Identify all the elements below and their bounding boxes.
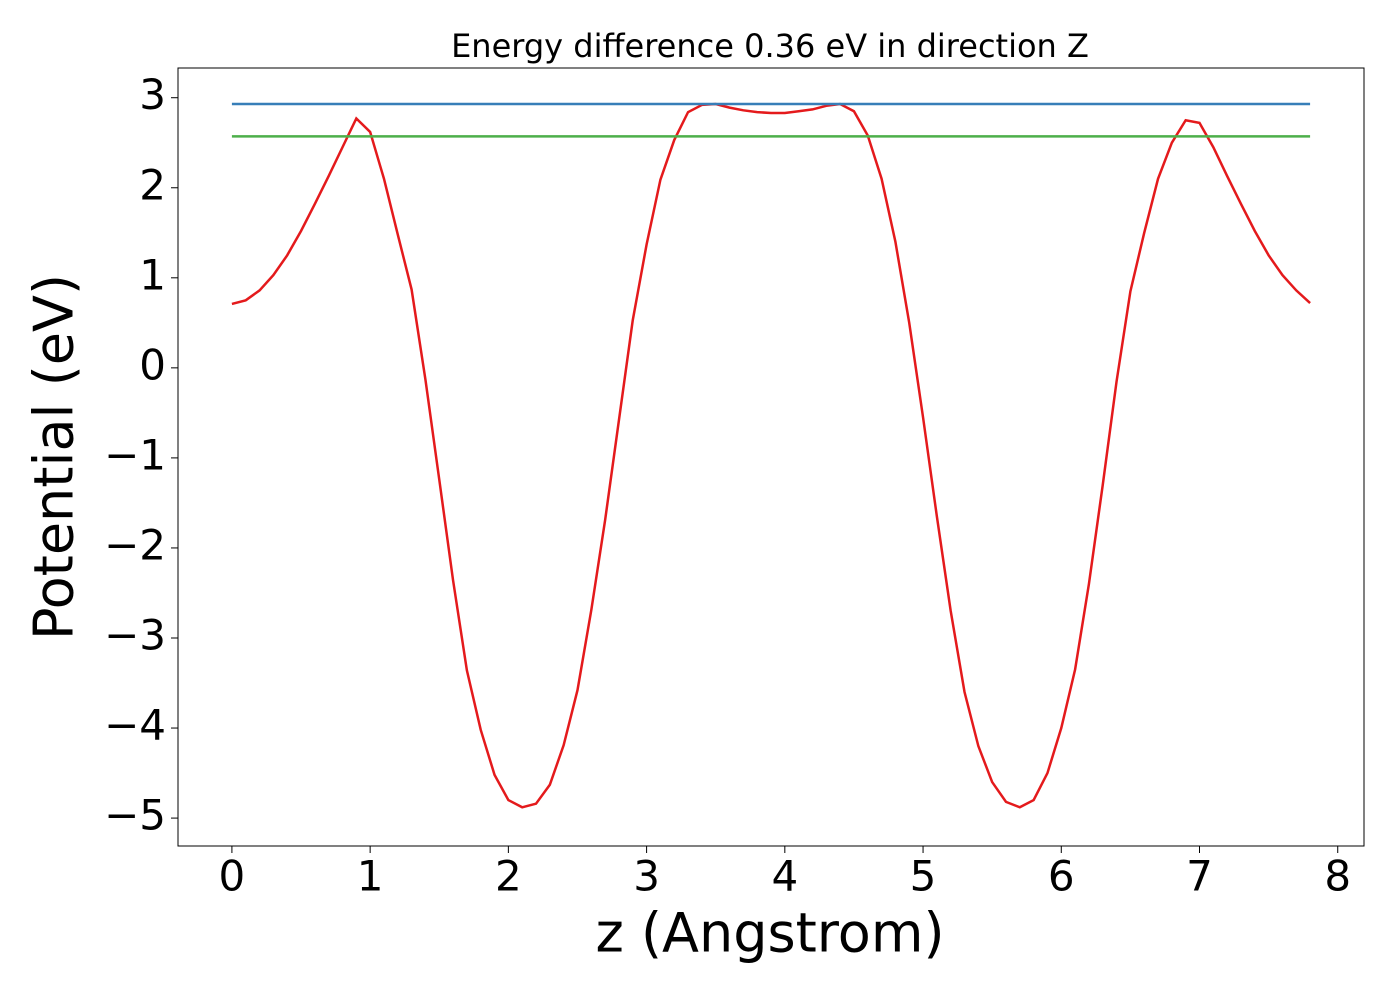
x-tick-label: 5 (910, 852, 937, 901)
y-tick-label: −5 (104, 791, 166, 840)
x-tick-label: 8 (1324, 852, 1351, 901)
y-axis-label: Potential (eV) (23, 274, 86, 640)
y-tick-label: 1 (139, 250, 166, 299)
chart-title: Energy difference 0.36 eV in direction Z (451, 27, 1089, 65)
y-tick-label: 0 (139, 340, 166, 389)
x-tick-label: 6 (1048, 852, 1075, 901)
y-tick-label: −2 (104, 520, 166, 569)
plot-frame (177, 67, 1365, 847)
data-line (231, 102, 1311, 809)
x-tick-label: 3 (633, 852, 660, 901)
y-tick-label: −3 (104, 610, 166, 659)
x-tick-label: 1 (357, 852, 384, 901)
x-tick-label: 2 (495, 852, 522, 901)
x-tick-label: 7 (1186, 852, 1213, 901)
y-tick-label: 3 (139, 70, 166, 119)
y-tick-label: −4 (104, 701, 166, 750)
x-tick-label: 4 (771, 852, 798, 901)
y-tick-label: 2 (139, 160, 166, 209)
x-tick-label: 0 (219, 852, 246, 901)
x-axis-label: z (Angstrom) (595, 902, 944, 965)
y-tick-label: −1 (104, 430, 166, 479)
